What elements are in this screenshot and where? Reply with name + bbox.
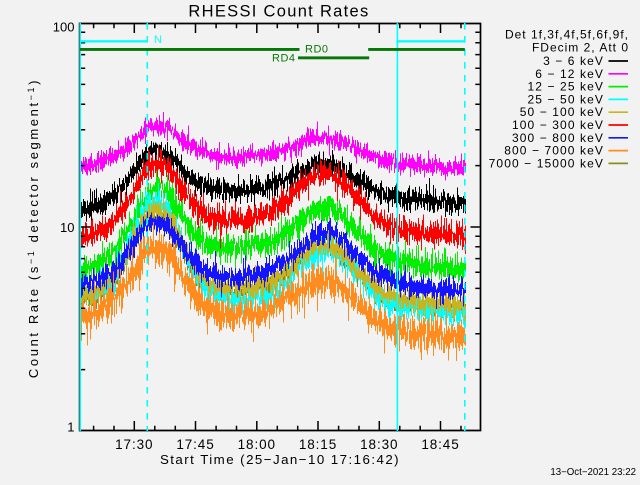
svg-text:18:15: 18:15: [299, 437, 337, 452]
svg-text:100: 100: [53, 20, 75, 35]
svg-text:12 − 25 keV: 12 − 25 keV: [528, 80, 604, 94]
svg-text:25 − 50 keV: 25 − 50 keV: [528, 92, 604, 106]
svg-text:7000 − 15000 keV: 7000 − 15000 keV: [489, 156, 604, 170]
svg-text:3 − 6 keV: 3 − 6 keV: [543, 54, 604, 68]
svg-text:RD4: RD4: [272, 52, 296, 64]
svg-text:17:45: 17:45: [176, 437, 214, 452]
svg-text:FDecim 2, Att 0: FDecim 2, Att 0: [532, 40, 629, 54]
svg-text:6 − 12 keV: 6 − 12 keV: [535, 67, 604, 81]
svg-text:17:30: 17:30: [115, 437, 153, 452]
svg-text:800 − 7000 keV: 800 − 7000 keV: [504, 144, 604, 158]
svg-text:Count Rate (s−1 detector segme: Count Rate (s−1 detector segment−1): [26, 78, 41, 378]
svg-text:18:00: 18:00: [238, 437, 276, 452]
svg-text:Det 1f,3f,4f,5f,6f,9f,: Det 1f,3f,4f,5f,6f,9f,: [505, 27, 629, 41]
svg-text:Start Time (25−Jan−10 17:16:42: Start Time (25−Jan−10 17:16:42): [160, 452, 400, 467]
svg-text:N: N: [154, 34, 162, 46]
svg-text:10: 10: [60, 220, 74, 235]
svg-text:300 − 800 keV: 300 − 800 keV: [512, 131, 604, 145]
svg-text:18:45: 18:45: [421, 437, 459, 452]
svg-text:RD0: RD0: [305, 43, 329, 55]
svg-text:100 − 300 keV: 100 − 300 keV: [512, 118, 604, 132]
svg-text:13−Oct−2021 23:22: 13−Oct−2021 23:22: [550, 467, 636, 478]
svg-text:50 − 100 keV: 50 − 100 keV: [520, 105, 604, 119]
svg-text:1: 1: [67, 420, 74, 435]
svg-text:RHESSI Count Rates: RHESSI Count Rates: [188, 3, 369, 21]
svg-text:18:30: 18:30: [360, 437, 398, 452]
